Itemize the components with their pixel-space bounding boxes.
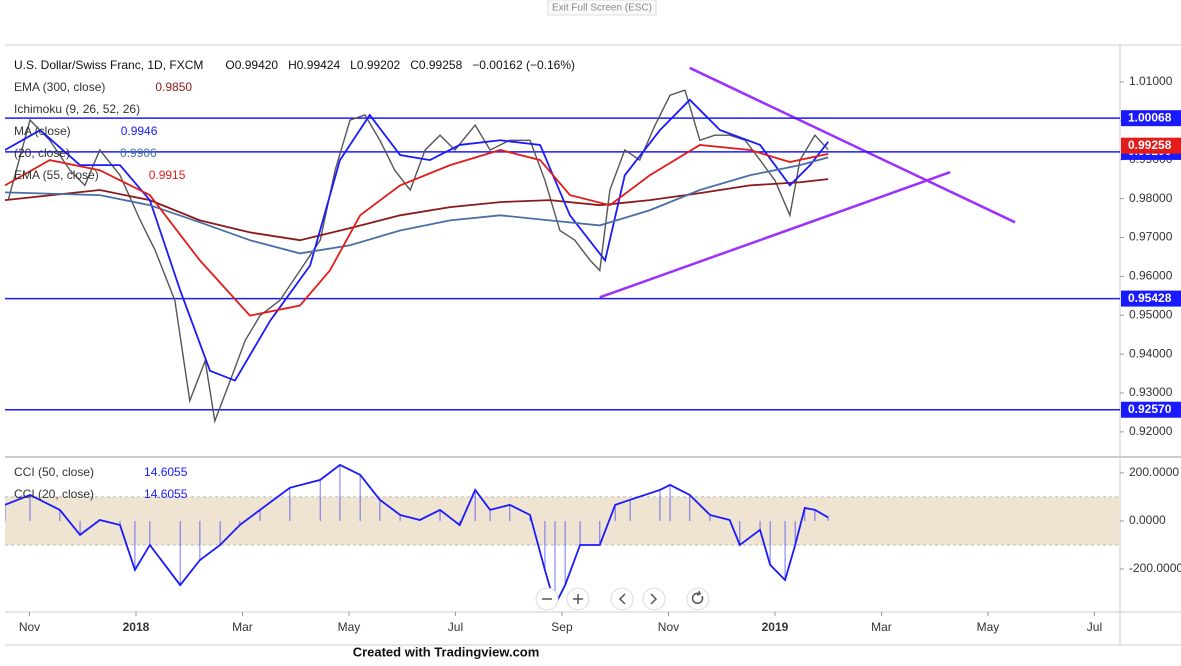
- legend-text: CCI (20, close): [14, 487, 94, 501]
- exit-label[interactable]: Exit Full Screen (ESC): [552, 3, 652, 14]
- indicator-line: [5, 463, 829, 608]
- level-label: 1.00068: [1128, 110, 1172, 124]
- legend-text: EMA (55, close): [14, 168, 99, 182]
- legend-text: 0.9906: [120, 146, 157, 160]
- legend-text: CCI (50, close): [14, 465, 94, 479]
- trendline: [689, 66, 1016, 224]
- legend-text: 14.6055: [144, 487, 188, 501]
- y-tick-label: 0.98000: [1129, 191, 1173, 205]
- legend-text: MA (close): [14, 124, 71, 138]
- x-tick-label: Nov: [19, 620, 40, 634]
- y-tick-label: 0.94000: [1129, 346, 1173, 360]
- x-tick-label: 2018: [123, 620, 150, 634]
- x-tick-label: Sep: [551, 620, 573, 634]
- legend-text: O0.99420: [225, 58, 278, 72]
- legend-text: (20, close): [14, 146, 70, 160]
- level-label: 0.95428: [1128, 291, 1172, 305]
- zoom-controls: [535, 587, 710, 611]
- x-tick-label: Jul: [1087, 620, 1102, 634]
- icon: [691, 590, 704, 604]
- reset[interactable]: [686, 587, 710, 611]
- x-tick-label: Nov: [658, 620, 679, 634]
- y-tick-label: -200.0000: [1129, 561, 1181, 575]
- legend-text: C0.99258: [410, 58, 462, 72]
- x-tick-label: Mar: [232, 620, 253, 634]
- legend-text: 14.6055: [144, 465, 188, 479]
- legend-text: EMA (300, close): [14, 80, 105, 94]
- y-tick-label: 0.96000: [1129, 269, 1173, 283]
- indicator-line: [5, 144, 829, 317]
- x-tick-label: May: [977, 620, 1000, 634]
- y-tick-label: 0.97000: [1129, 230, 1173, 244]
- x-tick-label: Mar: [871, 620, 892, 634]
- legend-text: 0.9850: [155, 80, 192, 94]
- level-box: [1121, 401, 1181, 418]
- legend-text: U.S. Dollar/Swiss Franc, 1D, FXCM: [14, 58, 203, 72]
- price-line: [7, 89, 829, 424]
- legend-text: 0.9915: [149, 168, 186, 182]
- icon: [650, 593, 658, 605]
- indicator-line: [5, 178, 829, 242]
- y-tick-label: 0.92000: [1129, 424, 1173, 438]
- y-tick-label: 0.93000: [1129, 385, 1173, 399]
- legend-text: Ichimoku (9, 26, 52, 26): [14, 102, 140, 116]
- footer: Created with Tradingview.com: [353, 644, 540, 659]
- icon: [573, 594, 583, 604]
- y-tick-label: 1.01000: [1129, 74, 1173, 88]
- level-label: 0.92570: [1128, 402, 1172, 416]
- trendline: [599, 170, 951, 299]
- price-box: [1121, 137, 1181, 154]
- y-tick-label: 0.0000: [1129, 513, 1166, 527]
- pane: [5, 66, 1120, 424]
- scroll-right[interactable]: [642, 587, 666, 611]
- plot: Nov 2018 Mar May Jul Sep Nov 2019 Mar May Jul 0.920…: [5, 58, 1181, 634]
- icon: [618, 593, 626, 605]
- band: [5, 496, 1120, 545]
- legend-text: −0.00162 (−0.16%): [472, 58, 575, 72]
- indicator-line: [5, 98, 829, 382]
- x-tick-label: Jul: [448, 620, 463, 634]
- pane: [5, 463, 1120, 608]
- indicator-line: [5, 156, 829, 255]
- exit-button[interactable]: [547, 0, 657, 16]
- scroll-left[interactable]: [610, 587, 634, 611]
- y-tick-label: 0.95000: [1129, 307, 1173, 321]
- level-box: [1121, 110, 1181, 127]
- y-tick-label: 200.0000: [1129, 465, 1179, 479]
- price-label: 0.99258: [1128, 138, 1172, 152]
- legend-text: 0.9946: [121, 124, 158, 138]
- x-tick-label: 2019: [762, 620, 789, 634]
- legend-text: H0.99424: [288, 58, 340, 72]
- x-tick-label: May: [338, 620, 361, 634]
- legend-text: L0.99202: [350, 58, 400, 72]
- level-box: [1121, 290, 1181, 307]
